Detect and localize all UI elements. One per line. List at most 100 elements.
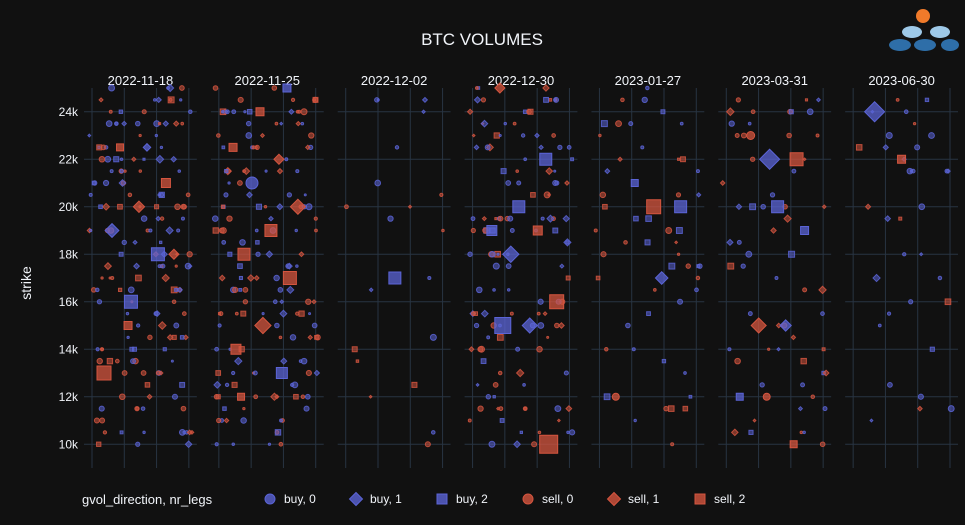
volume-point: [98, 97, 104, 103]
volume-point: [746, 131, 756, 140]
volume-point: [159, 216, 165, 221]
volume-point: [227, 251, 233, 257]
volume-point: [929, 346, 935, 352]
chart-title: BTC VOLUMES: [421, 30, 543, 49]
volume-point: [539, 152, 553, 166]
legend-item[interactable]: sell, 1: [606, 491, 660, 507]
volume-point: [142, 430, 146, 435]
volume-point: [119, 168, 124, 174]
volume-point: [473, 322, 480, 329]
volume-point: [543, 96, 549, 103]
volume-point: [176, 286, 184, 293]
volume-point: [95, 287, 100, 293]
volume-point: [492, 262, 500, 270]
volume-point: [140, 406, 146, 411]
legend-marker-circle: [522, 493, 534, 505]
volume-point: [516, 180, 522, 186]
volume-point: [522, 383, 526, 387]
volume-point: [602, 203, 608, 210]
volume-point: [98, 204, 103, 210]
volume-point: [308, 132, 315, 139]
volume-point: [123, 321, 133, 330]
volume-point: [231, 370, 236, 376]
volume-point: [559, 263, 565, 269]
volume-point: [186, 429, 193, 436]
volume-point: [118, 287, 123, 293]
volume-point: [95, 347, 100, 352]
volume-point: [180, 203, 187, 210]
legend-item[interactable]: sell, 2: [694, 492, 746, 506]
volume-point: [750, 317, 767, 334]
volume-point: [675, 192, 682, 198]
volume-point: [123, 169, 127, 173]
volume-point: [497, 215, 504, 222]
volume-point: [640, 145, 645, 150]
panel-title: 2023-01-27: [615, 73, 682, 88]
volume-point: [234, 311, 239, 316]
volume-point: [214, 442, 219, 447]
volume-point: [727, 347, 732, 352]
legend-marker-circle: [264, 493, 276, 505]
legend[interactable]: gvol_direction, nr_legs buy, 0 buy, 1 buy,…: [82, 491, 746, 507]
volume-point: [374, 97, 380, 103]
legend-item[interactable]: buy, 2: [436, 492, 488, 506]
legend-marker-diamond: [606, 491, 622, 507]
y-axis-label: strike: [18, 266, 34, 300]
volume-point: [898, 216, 903, 221]
volume-point: [387, 215, 394, 222]
volume-point: [476, 286, 483, 294]
volume-point: [154, 204, 160, 210]
volume-point: [747, 121, 752, 126]
volume-point: [253, 394, 259, 400]
volume-point: [314, 228, 318, 233]
volume-point: [908, 299, 914, 305]
volume-point: [243, 110, 247, 114]
volume-point: [819, 441, 826, 448]
volume-point: [132, 239, 138, 246]
volume-point: [467, 251, 473, 257]
volume-point: [298, 310, 305, 317]
volume-point: [171, 299, 177, 305]
volume-point: [214, 346, 219, 352]
volume-point: [141, 109, 147, 115]
legend-item[interactable]: sell, 0: [522, 492, 574, 506]
volume-point: [140, 370, 147, 376]
volume-point: [599, 191, 607, 199]
volume-point: [102, 430, 108, 435]
volume-point: [740, 263, 746, 269]
volume-point: [917, 393, 924, 400]
volume-point: [159, 145, 164, 150]
y-tick-label: 18k: [59, 247, 79, 261]
volume-point: [96, 365, 112, 381]
volume-point: [224, 168, 229, 174]
volume-point: [155, 215, 162, 222]
volume-point: [520, 133, 526, 138]
volume-point: [180, 121, 185, 126]
volume-point: [645, 85, 650, 91]
volume-point: [237, 96, 244, 103]
volume-point: [679, 121, 684, 126]
volume-point: [758, 148, 781, 170]
volume-point: [284, 157, 289, 162]
volume-point: [174, 203, 181, 211]
volume-point: [944, 168, 950, 174]
volume-point: [170, 155, 178, 163]
panel-title: 2022-11-18: [108, 73, 174, 88]
panel-title: 2023-03-31: [741, 73, 808, 88]
volume-point: [254, 228, 259, 233]
volume-point: [748, 429, 754, 435]
volume-point: [300, 394, 306, 399]
volume-point: [224, 382, 230, 388]
legend-item[interactable]: buy, 0: [264, 492, 316, 506]
legend-item[interactable]: buy, 1: [348, 491, 403, 507]
volume-point: [274, 322, 280, 329]
volume-point: [275, 367, 288, 379]
volume-point: [497, 370, 503, 376]
volume-point: [800, 357, 807, 365]
volume-point: [674, 200, 688, 214]
volume-point: [242, 286, 249, 293]
volume-point: [185, 192, 191, 198]
volume-point: [314, 334, 321, 341]
volume-point: [424, 441, 431, 448]
volume-point: [150, 247, 165, 262]
